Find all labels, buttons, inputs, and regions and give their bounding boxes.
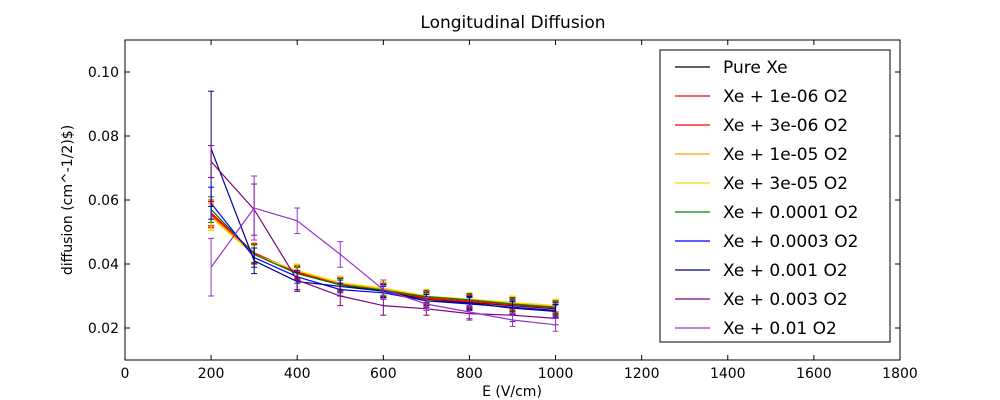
legend-entry: Xe + 0.01 O2: [723, 319, 837, 339]
legend-entry: Xe + 0.0003 O2: [723, 232, 858, 252]
x-tick-label: 0: [121, 366, 130, 382]
legend-box: [659, 49, 891, 343]
x-tick-label: 1000: [538, 366, 574, 382]
x-tick-label: 800: [456, 366, 483, 382]
y-tick-label: 0.08: [88, 129, 119, 145]
series-line: [210, 161, 556, 319]
x-tick-label: 400: [284, 366, 311, 382]
x-tick-label: 1200: [624, 366, 660, 382]
y-axis-label: diffusion (cm^-1/2)$): [60, 125, 76, 275]
x-tick-label: 1600: [796, 366, 832, 382]
legend-entry: Xe + 0.0001 O2: [723, 203, 858, 223]
y-tick-label: 0.02: [88, 321, 119, 337]
chart-title: Longitudinal Diffusion: [420, 13, 605, 33]
series-line: [210, 207, 556, 326]
legend-entry: Xe + 1e-05 O2: [723, 145, 848, 165]
legend-entry: Xe + 0.003 O2: [723, 290, 848, 310]
legend-entry: Pure Xe: [723, 58, 788, 78]
series-9: [208, 175, 559, 332]
legend-entry: Xe + 1e-06 O2: [723, 87, 848, 107]
y-tick-label: 0.04: [88, 257, 119, 273]
x-tick-label: 1400: [710, 366, 746, 382]
axes: 0 200 400 600 800 1000 1200 1400 1600 1800 0.02 0.0…: [88, 40, 918, 382]
y-tick-label: 0.06: [88, 193, 119, 209]
x-tick-label: 200: [198, 366, 225, 382]
legend-entry: Xe + 0.001 O2: [723, 261, 848, 281]
legend-entry: Xe + 3e-06 O2: [723, 116, 848, 136]
plot-area: [208, 90, 559, 332]
x-axis-label: E (V/cm): [482, 384, 542, 400]
x-tick-label: 1800: [882, 366, 918, 382]
x-tick-label: 600: [370, 366, 397, 382]
legend: Pure Xe Xe + 1e-06 O2 Xe + 3e-06 O2 Xe + 1e…: [659, 49, 891, 343]
y-tick-label: 0.10: [88, 65, 119, 81]
legend-entry: Xe + 3e-05 O2: [723, 174, 848, 194]
